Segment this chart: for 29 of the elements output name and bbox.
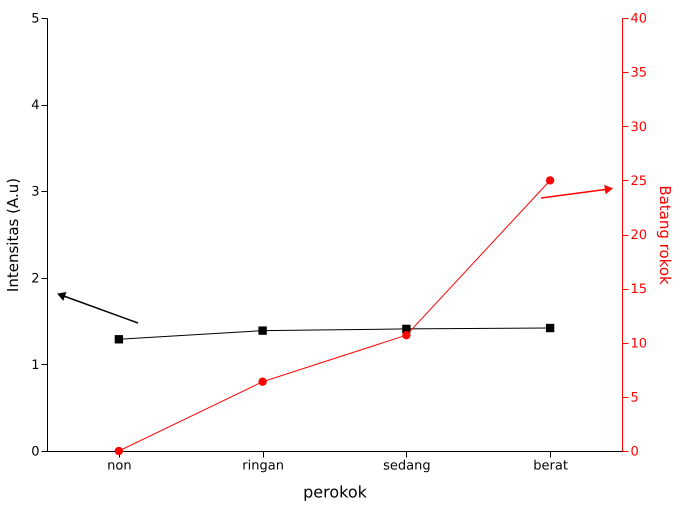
y-tick-label: 5: [31, 12, 40, 26]
point: [258, 326, 267, 335]
y-tick-label: 0: [31, 444, 40, 460]
x-axis-title: perokok: [303, 482, 368, 502]
y2-tick-label: 10: [630, 336, 648, 352]
y2-tick-label: 25: [630, 174, 648, 189]
y2-axis-title: Batang rokok: [656, 185, 674, 285]
y-tick-label: 2: [31, 271, 40, 286]
y-tick-label: 1: [31, 358, 40, 373]
y2-tick-label: 35: [630, 66, 648, 81]
point: [258, 378, 267, 386]
y2-tick-label: 15: [630, 282, 648, 298]
y2-tick-label: 0: [630, 444, 639, 460]
point: [402, 331, 411, 340]
y-tick-label: 3: [31, 184, 40, 200]
x-tick-label: ringan: [242, 458, 284, 474]
point: [114, 446, 124, 456]
y2-tick-label: 5: [630, 390, 639, 406]
point: [546, 176, 554, 185]
y-tick-label: 4: [31, 98, 40, 114]
x-tick-label: sedang: [383, 458, 431, 474]
x-tick-label: berat: [533, 458, 568, 474]
y2-tick-label: 30: [630, 120, 648, 135]
x-tick-label: non: [107, 458, 132, 474]
y2-tick-label: 20: [630, 228, 648, 243]
y2-tick-label: 40: [630, 12, 648, 26]
point: [114, 335, 124, 344]
point: [546, 324, 554, 332]
y-axis-title: Intensitas (A.u): [4, 178, 22, 292]
